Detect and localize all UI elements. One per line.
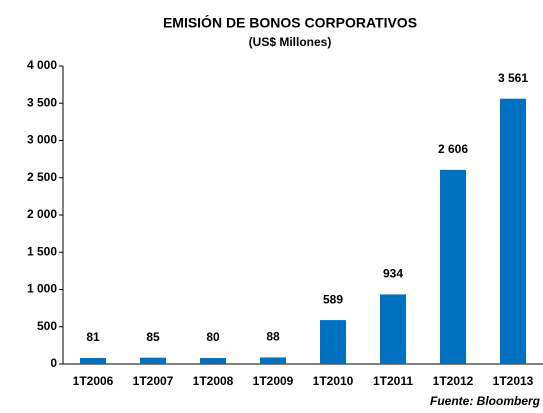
bar <box>440 169 466 364</box>
value-label: 589 <box>323 292 343 306</box>
value-label: 85 <box>146 330 160 344</box>
y-tick-label: 2 500 <box>27 170 57 184</box>
source: Fuente: Bloomberg <box>430 394 541 408</box>
value-label: 3 561 <box>498 71 528 85</box>
y-tick-label: 3 500 <box>27 95 57 109</box>
y-tick-label: 500 <box>37 319 57 333</box>
chart-subtitle: (US$ Millones) <box>249 35 332 49</box>
x-tick-label: 1T2009 <box>253 374 294 388</box>
x-tick-label: 1T2010 <box>313 374 354 388</box>
x-tick-label: 1T2006 <box>73 374 114 388</box>
bar <box>320 320 346 364</box>
bar <box>80 357 106 364</box>
bar <box>380 294 406 364</box>
chart-title: EMISIÓN DE BONOS CORPORATIVOS <box>163 14 417 31</box>
x-tick-label: 1T2013 <box>493 374 534 388</box>
y-tick-label: 2 000 <box>27 207 57 221</box>
x-tick-label: 1T2012 <box>433 374 474 388</box>
y-tick-label: 0 <box>50 356 57 370</box>
x-tick-label: 1T2008 <box>193 374 234 388</box>
y-tick-label: 1 000 <box>27 282 57 296</box>
value-label: 80 <box>206 330 220 344</box>
bar <box>500 98 526 364</box>
value-label: 88 <box>266 330 280 344</box>
bar <box>140 357 166 364</box>
value-label: 2 606 <box>438 142 468 156</box>
x-tick-label: 1T2011 <box>373 374 413 388</box>
y-tick-label: 1 500 <box>27 244 57 258</box>
y-tick-label: 3 000 <box>27 133 57 147</box>
x-tick-label: 1T2007 <box>133 374 174 388</box>
value-label: 81 <box>86 330 100 344</box>
bar <box>200 358 226 364</box>
bar <box>260 357 286 364</box>
value-label: 934 <box>383 267 403 281</box>
y-tick-label: 4 000 <box>27 58 57 72</box>
